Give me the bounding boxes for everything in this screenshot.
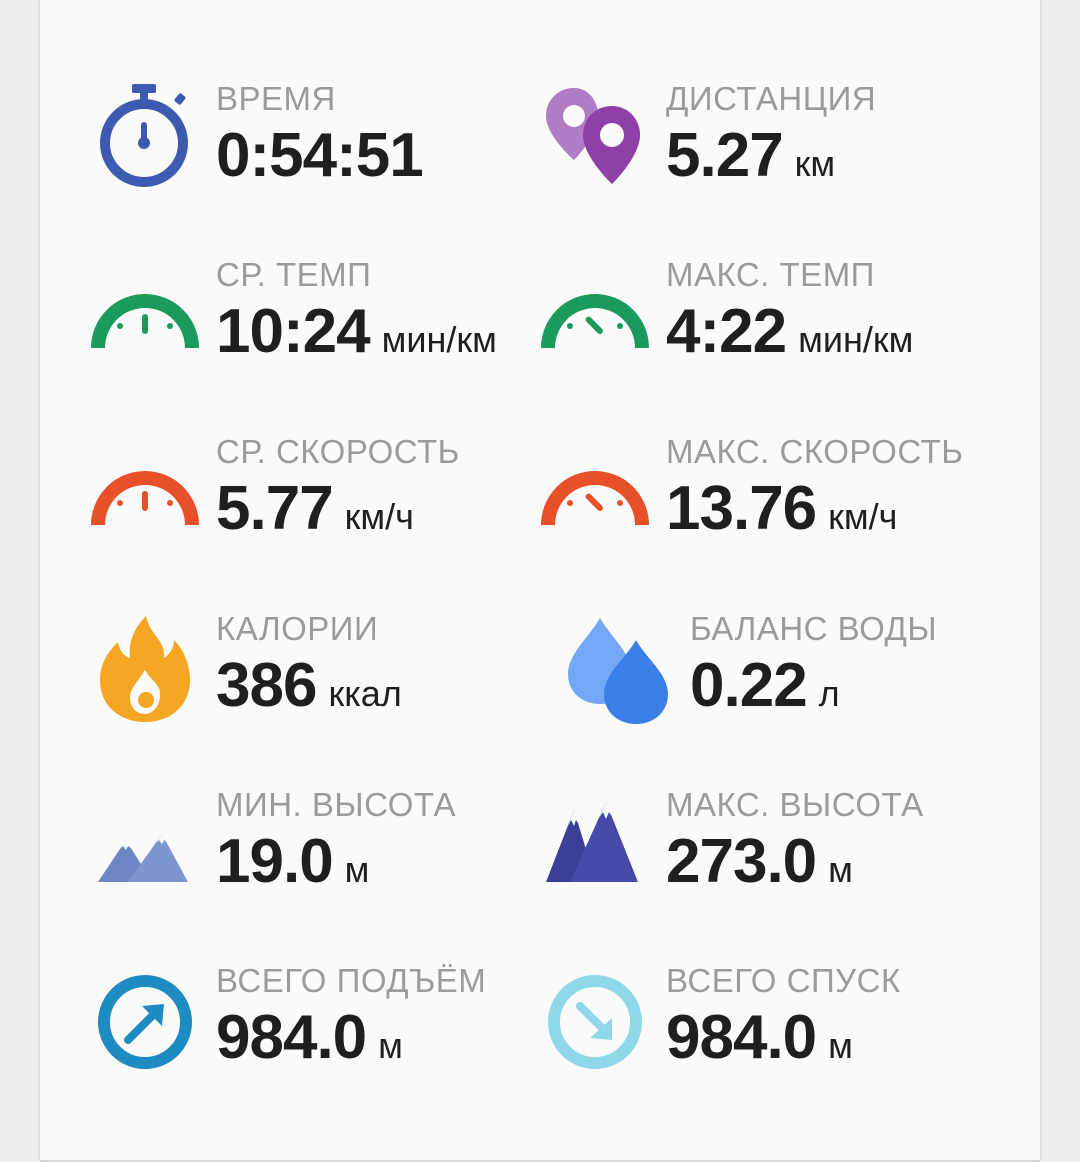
stat-value-row: 13.76 км/ч — [666, 473, 897, 544]
mountains-high-icon — [540, 786, 650, 906]
speedometer-icon — [90, 433, 200, 553]
stat-value-row: 984.0 м — [666, 1002, 853, 1073]
stat-value-row: 10:24 мин/км — [216, 296, 497, 367]
stat-max-pace: МАКС. ТЕМП 4:22 мин/км — [490, 256, 950, 396]
stat-unit: мин/км — [798, 319, 914, 360]
stat-label: МИН. ВЫСОТА — [216, 786, 456, 823]
stat-unit: ккал — [328, 673, 402, 714]
flame-icon — [90, 610, 200, 730]
stat-label: СР. ТЕМП — [216, 256, 372, 293]
stat-label: ВСЕГО СПУСК — [666, 962, 901, 999]
stat-avg-speed: СР. СКОРОСТЬ 5.77 км/ч — [40, 433, 500, 573]
stat-value-row: 4:22 мин/км — [666, 296, 913, 367]
stat-value-row: 19.0 м — [216, 826, 369, 897]
stat-label: ВСЕГО ПОДЪЁМ — [216, 962, 487, 999]
stat-value: 5.77 — [216, 474, 334, 543]
stat-label: ДИСТАНЦИЯ — [666, 80, 877, 117]
ascent-arrow-icon — [90, 962, 200, 1082]
stat-time: ВРЕМЯ 0:54:51 — [40, 80, 500, 220]
stat-unit: м — [344, 849, 370, 890]
stat-unit: мин/км — [381, 319, 497, 360]
stat-value-row: 273.0 м — [666, 826, 853, 897]
stat-value: 984.0 — [666, 1003, 817, 1072]
stat-value: 0.22 — [690, 651, 808, 720]
stat-water-balance: БАЛАНС ВОДЫ 0.22 л — [514, 610, 974, 750]
location-pins-icon — [540, 80, 650, 200]
stat-label: БАЛАНС ВОДЫ — [690, 610, 938, 647]
water-drops-icon — [564, 610, 674, 730]
stat-value-row: 984.0 м — [216, 1002, 403, 1073]
stat-unit: л — [818, 673, 840, 714]
speedometer-fast-icon — [540, 256, 650, 376]
stat-value: 10:24 — [216, 297, 371, 366]
stat-label: МАКС. ВЫСОТА — [666, 786, 924, 823]
stat-value: 4:22 — [666, 297, 787, 366]
stat-value: 0:54:51 — [216, 121, 424, 190]
stat-value-row: 386 ккал — [216, 650, 402, 721]
stat-unit: м — [828, 849, 853, 890]
stat-value-row: 5.27 км — [666, 120, 835, 191]
stat-value: 19.0 — [216, 827, 334, 896]
stopwatch-icon — [90, 80, 200, 200]
stat-unit: м — [828, 1025, 853, 1066]
stat-label: МАКС. СКОРОСТЬ — [666, 433, 964, 470]
stat-label: ВРЕМЯ — [216, 80, 336, 117]
stat-unit: км — [794, 143, 836, 184]
speedometer-icon — [90, 256, 200, 376]
stat-label: КАЛОРИИ — [216, 610, 379, 647]
workout-stats-card: ВРЕМЯ 0:54:51 ДИСТАНЦИЯ 5.27 км — [40, 0, 1040, 1161]
stat-label: СР. СКОРОСТЬ — [216, 433, 460, 470]
stat-unit: км/ч — [828, 496, 898, 537]
stat-value: 273.0 — [666, 827, 817, 896]
stat-unit: м — [378, 1025, 403, 1066]
stat-calories: КАЛОРИИ 386 ккал — [40, 610, 500, 750]
stat-avg-pace: СР. ТЕМП 10:24 мин/км — [40, 256, 500, 396]
stat-max-altitude: МАКС. ВЫСОТА 273.0 м — [490, 786, 950, 926]
stat-value-row: 5.77 км/ч — [216, 473, 414, 544]
stat-value: 984.0 — [216, 1003, 367, 1072]
mountains-low-icon — [90, 786, 200, 906]
stat-total-descent: ВСЕГО СПУСК 984.0 м — [490, 962, 950, 1102]
descent-arrow-icon — [540, 962, 650, 1082]
stat-value: 5.27 — [666, 121, 784, 190]
stat-value-row: 0.22 л — [690, 650, 840, 721]
stat-value: 386 — [216, 651, 317, 720]
stat-min-altitude: МИН. ВЫСОТА 19.0 м — [40, 786, 500, 926]
stat-distance: ДИСТАНЦИЯ 5.27 км — [490, 80, 950, 220]
stat-max-speed: МАКС. СКОРОСТЬ 13.76 км/ч — [490, 433, 963, 573]
stat-total-ascent: ВСЕГО ПОДЪЁМ 984.0 м — [40, 962, 500, 1102]
stat-label: МАКС. ТЕМП — [666, 256, 875, 293]
speedometer-fast-icon — [540, 433, 650, 553]
stat-value-row: 0:54:51 — [216, 120, 424, 191]
stat-value: 13.76 — [666, 474, 817, 543]
stat-unit: км/ч — [344, 496, 414, 537]
